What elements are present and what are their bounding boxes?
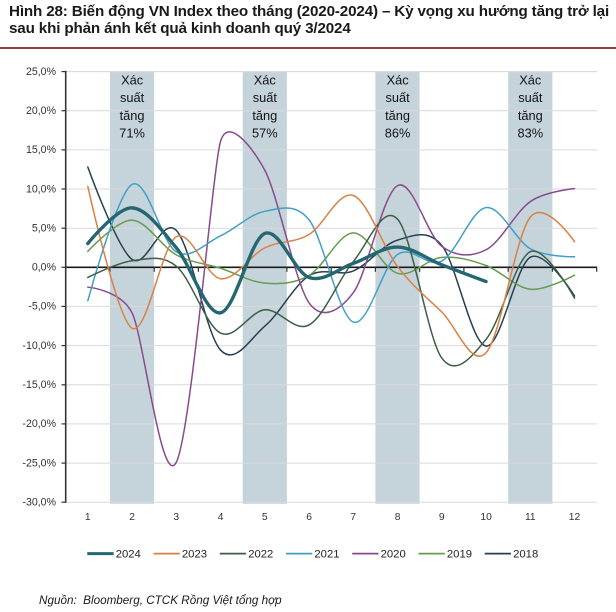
svg-text:3: 3 bbox=[173, 512, 179, 523]
svg-text:4: 4 bbox=[218, 512, 224, 523]
svg-text:57%: 57% bbox=[252, 126, 278, 141]
svg-text:2019: 2019 bbox=[447, 549, 472, 561]
svg-text:suất: suất bbox=[518, 90, 543, 105]
svg-text:10: 10 bbox=[480, 512, 492, 523]
svg-text:15,0%: 15,0% bbox=[26, 144, 57, 156]
svg-text:8: 8 bbox=[395, 512, 401, 523]
svg-text:suất: suất bbox=[253, 90, 278, 105]
svg-text:11: 11 bbox=[525, 512, 536, 523]
svg-text:2023: 2023 bbox=[182, 549, 207, 561]
svg-text:-15,0%: -15,0% bbox=[22, 379, 56, 391]
svg-text:10,0%: 10,0% bbox=[26, 183, 57, 195]
svg-text:0,0%: 0,0% bbox=[32, 262, 57, 274]
svg-text:suất: suất bbox=[385, 90, 410, 105]
svg-text:12: 12 bbox=[569, 512, 581, 523]
svg-text:83%: 83% bbox=[517, 126, 543, 141]
svg-text:71%: 71% bbox=[119, 126, 145, 141]
svg-text:Xác: Xác bbox=[254, 72, 277, 87]
svg-text:2018: 2018 bbox=[513, 549, 538, 561]
svg-text:2: 2 bbox=[129, 512, 135, 523]
svg-text:tăng: tăng bbox=[252, 108, 277, 123]
svg-text:6: 6 bbox=[306, 512, 312, 523]
svg-text:suất: suất bbox=[120, 90, 145, 105]
svg-text:tăng: tăng bbox=[120, 108, 145, 123]
svg-text:2022: 2022 bbox=[248, 549, 273, 561]
svg-text:2024: 2024 bbox=[116, 549, 141, 561]
svg-text:2020: 2020 bbox=[381, 549, 406, 561]
svg-text:86%: 86% bbox=[385, 126, 411, 141]
svg-text:5,0%: 5,0% bbox=[32, 223, 57, 235]
svg-text:1: 1 bbox=[85, 512, 91, 523]
svg-text:Xác: Xác bbox=[387, 72, 410, 87]
svg-text:tăng: tăng bbox=[518, 108, 543, 123]
svg-text:9: 9 bbox=[439, 512, 445, 523]
svg-text:-5,0%: -5,0% bbox=[28, 301, 56, 313]
svg-text:-20,0%: -20,0% bbox=[22, 418, 56, 430]
svg-text:20,0%: 20,0% bbox=[26, 105, 57, 117]
svg-text:Xác: Xác bbox=[519, 72, 542, 87]
svg-text:7: 7 bbox=[350, 512, 356, 523]
svg-text:-30,0%: -30,0% bbox=[22, 497, 56, 509]
svg-text:-10,0%: -10,0% bbox=[22, 340, 56, 352]
svg-text:5: 5 bbox=[262, 512, 268, 523]
svg-text:25,0%: 25,0% bbox=[26, 66, 57, 78]
svg-text:Xác: Xác bbox=[121, 72, 144, 87]
svg-text:-25,0%: -25,0% bbox=[22, 457, 56, 469]
svg-text:tăng: tăng bbox=[385, 108, 410, 123]
svg-text:2021: 2021 bbox=[314, 549, 339, 561]
